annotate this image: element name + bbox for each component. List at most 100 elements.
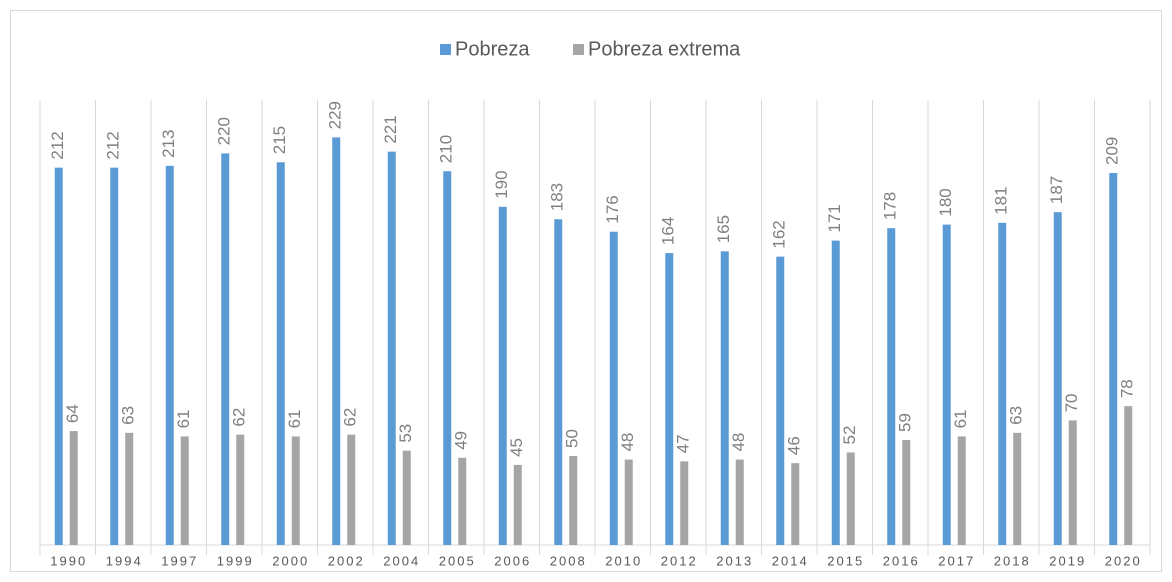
x-tick-label: 1994: [106, 553, 143, 568]
bar: [569, 456, 578, 545]
data-label: 52: [840, 426, 859, 445]
x-tick-label: 2008: [550, 553, 587, 568]
bar: [1068, 420, 1077, 545]
bar: [1109, 172, 1118, 546]
legend-label: Pobreza: [455, 38, 530, 60]
data-label: 59: [896, 413, 915, 432]
bar: [498, 206, 507, 546]
bar: [942, 224, 951, 545]
x-tick-label: 2018: [994, 553, 1031, 568]
x-tick-label: 2017: [938, 553, 975, 568]
data-label: 62: [230, 408, 249, 427]
data-label: 220: [215, 117, 234, 145]
x-tick-label: 1997: [161, 553, 198, 568]
x-tick-label: 1990: [50, 553, 87, 568]
data-label: 212: [48, 131, 67, 159]
bar: [69, 431, 78, 545]
bar: [1124, 406, 1133, 545]
data-label: 221: [381, 115, 400, 143]
x-tick-label: 2016: [883, 553, 920, 568]
data-label: 229: [326, 101, 345, 129]
x-tick-label: 2006: [494, 553, 531, 568]
bar: [221, 153, 230, 545]
data-label: 176: [603, 195, 622, 223]
bar: [624, 459, 633, 545]
data-label: 48: [618, 433, 637, 452]
x-tick-label: 2000: [272, 553, 309, 568]
bar: [402, 450, 411, 545]
data-label: 181: [992, 186, 1011, 214]
x-tick-label: 2005: [439, 553, 476, 568]
x-tick-label: 2010: [605, 553, 642, 568]
data-label: 45: [507, 438, 526, 457]
data-label: 215: [270, 126, 289, 154]
x-tick-label: 2013: [716, 553, 753, 568]
x-tick-label: 2014: [772, 553, 809, 568]
bar: [276, 162, 285, 546]
x-tick-label: 2012: [661, 553, 698, 568]
legend-swatch: [440, 44, 451, 55]
data-label: 49: [452, 431, 471, 450]
data-label: 171: [825, 204, 844, 232]
bar: [236, 434, 245, 545]
data-label: 62: [341, 408, 360, 427]
data-label: 162: [770, 220, 789, 248]
bar: [347, 434, 356, 545]
bar: [791, 463, 800, 545]
bar: [110, 167, 119, 545]
data-label: 165: [714, 215, 733, 243]
bar: [609, 231, 618, 545]
chart-frame: [10, 10, 1162, 572]
bar: [1053, 212, 1062, 545]
bar: [776, 256, 785, 545]
data-label: 61: [951, 409, 970, 428]
data-label: 50: [563, 429, 582, 448]
data-label: 209: [1103, 137, 1122, 165]
data-label: 63: [119, 406, 138, 425]
x-tick-label: 2019: [1049, 553, 1086, 568]
data-label: 178: [881, 192, 900, 220]
bar: [831, 240, 840, 545]
data-label: 164: [659, 217, 678, 245]
x-tick-label: 2015: [827, 553, 864, 568]
data-label: 61: [174, 409, 193, 428]
bar: [846, 452, 855, 545]
legend-swatch: [573, 44, 584, 55]
legend-label: Pobreza extrema: [588, 38, 741, 60]
bar: [998, 222, 1007, 545]
bar: [458, 457, 467, 545]
data-label: 187: [1047, 176, 1066, 204]
x-tick-label: 2002: [328, 553, 365, 568]
bar: [554, 219, 563, 545]
x-tick-label: 1999: [217, 553, 254, 568]
bar: [125, 432, 134, 545]
bar: [665, 253, 674, 545]
bar: [332, 137, 341, 545]
bar: [735, 459, 744, 545]
data-label: 70: [1062, 393, 1081, 412]
bar: [513, 464, 522, 545]
data-label: 212: [104, 131, 123, 159]
bar: [180, 436, 189, 545]
data-label: 53: [396, 424, 415, 443]
bar: [165, 165, 174, 546]
data-label: 210: [437, 135, 456, 163]
data-label: 63: [1007, 406, 1026, 425]
data-label: 180: [936, 188, 955, 216]
bar: [443, 171, 452, 545]
bar: [887, 228, 896, 545]
bar: [387, 151, 396, 545]
data-label: 213: [159, 129, 178, 157]
x-tick-label: 2020: [1105, 553, 1142, 568]
data-label: 64: [63, 404, 82, 423]
data-label: 183: [548, 183, 567, 211]
bar: [902, 439, 911, 545]
data-label: 78: [1118, 379, 1137, 398]
data-label: 190: [492, 170, 511, 198]
data-label: 46: [785, 436, 804, 455]
data-label: 61: [285, 409, 304, 428]
data-label: 48: [729, 433, 748, 452]
x-tick-label: 2004: [383, 553, 420, 568]
bar: [957, 436, 966, 545]
